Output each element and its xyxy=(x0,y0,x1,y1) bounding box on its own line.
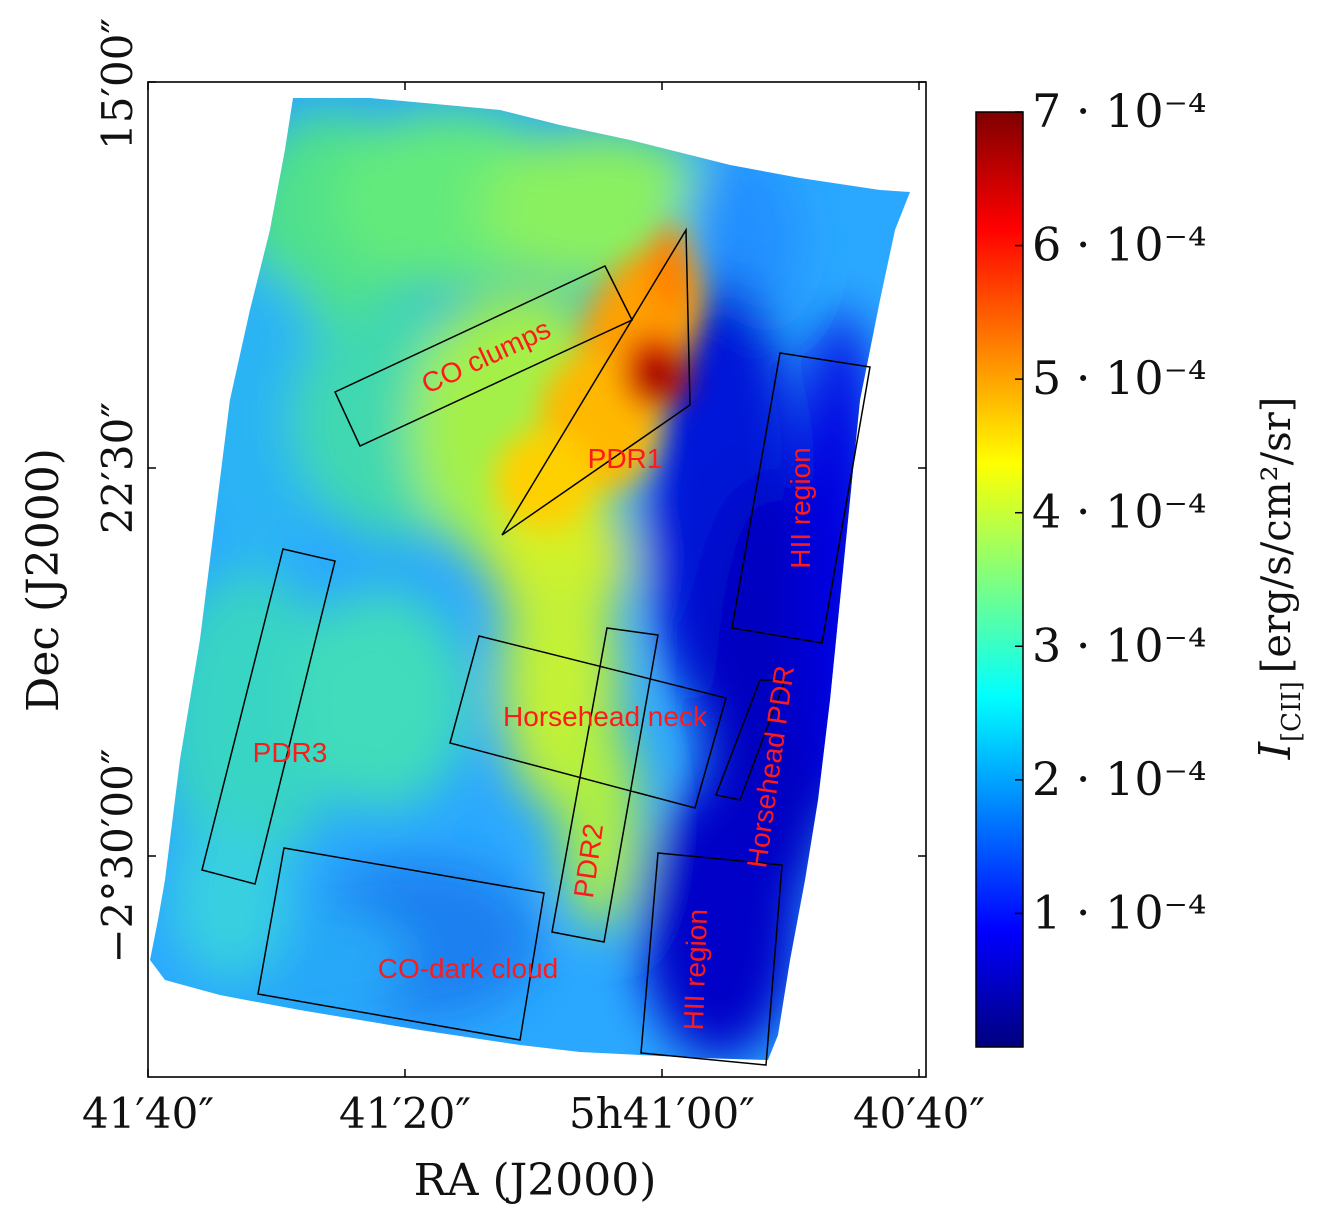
colorbar-ticks: 7 · 10⁻⁴ 6 · 10⁻⁴ 5 · 10⁻⁴ 4 · 10⁻⁴ 3 · 10⁻⁴… xyxy=(1015,84,1206,939)
region-hii-south xyxy=(640,852,783,1066)
colorbar-tick-label: 1 · 10⁻⁴ xyxy=(1032,885,1206,939)
region-outlines xyxy=(201,227,871,1066)
region-label-pdr3: PDR3 xyxy=(253,737,328,768)
colorbar-tick-label: 7 · 10⁻⁴ xyxy=(1032,84,1206,138)
colorbar-label: I[CII] [erg/s/cm²/sr] xyxy=(1250,397,1307,761)
plot-frame xyxy=(147,81,927,1078)
region-label-hii-south: HII region xyxy=(678,908,713,1030)
colorbar-label-units: [erg/s/cm²/sr] xyxy=(1254,397,1300,674)
region-label-horsehead-neck: Horsehead neck xyxy=(503,701,708,732)
y-axis-label: Dec (J2000) xyxy=(18,448,69,712)
x-tick-label: 40′40″ xyxy=(853,1089,985,1138)
colorbar-label-subscript: [CII] xyxy=(1277,681,1307,742)
colorbar-tick-label: 3 · 10⁻⁴ xyxy=(1032,618,1206,672)
y-axis-ticks: 15′00″ 22′30″ −2°30′00″ xyxy=(93,18,926,964)
region-pdr2 xyxy=(551,627,659,943)
y-tick-label: 15′00″ xyxy=(93,18,142,150)
region-label-co-dark-cloud: CO-dark cloud xyxy=(378,953,559,984)
y-tick-label: 22′30″ xyxy=(93,402,142,534)
intensity-map xyxy=(150,98,910,1060)
region-horsehead-pdr xyxy=(714,679,787,801)
y-tick-label: −2°30′00″ xyxy=(93,748,142,963)
x-axis-label: RA (J2000) xyxy=(414,1155,657,1206)
colorbar-tick-label: 6 · 10⁻⁴ xyxy=(1032,218,1206,272)
colorbar-tick-label: 5 · 10⁻⁴ xyxy=(1032,351,1206,405)
region-hii-north xyxy=(731,352,871,644)
colorbar-tick-label: 2 · 10⁻⁴ xyxy=(1032,752,1206,806)
region-horsehead-neck xyxy=(449,635,727,809)
colorbar-tick-label: 4 · 10⁻⁴ xyxy=(1032,485,1206,539)
x-tick-label: 5h41′00″ xyxy=(569,1089,755,1138)
region-pdr3 xyxy=(201,548,336,885)
region-label-hii-north: HII region xyxy=(785,447,816,568)
colorbar xyxy=(975,111,1024,1048)
region-co-dark-cloud xyxy=(257,847,545,1041)
colorbar-label-symbol: I xyxy=(1250,740,1301,760)
region-pdr1 xyxy=(501,227,691,536)
x-axis-ticks: 41′40″ 41′20″ 5h41′00″ 40′40″ xyxy=(82,82,985,1138)
x-tick-label: 41′20″ xyxy=(339,1089,471,1138)
x-tick-label: 41′40″ xyxy=(82,1089,214,1138)
region-label-pdr1: PDR1 xyxy=(588,443,663,474)
